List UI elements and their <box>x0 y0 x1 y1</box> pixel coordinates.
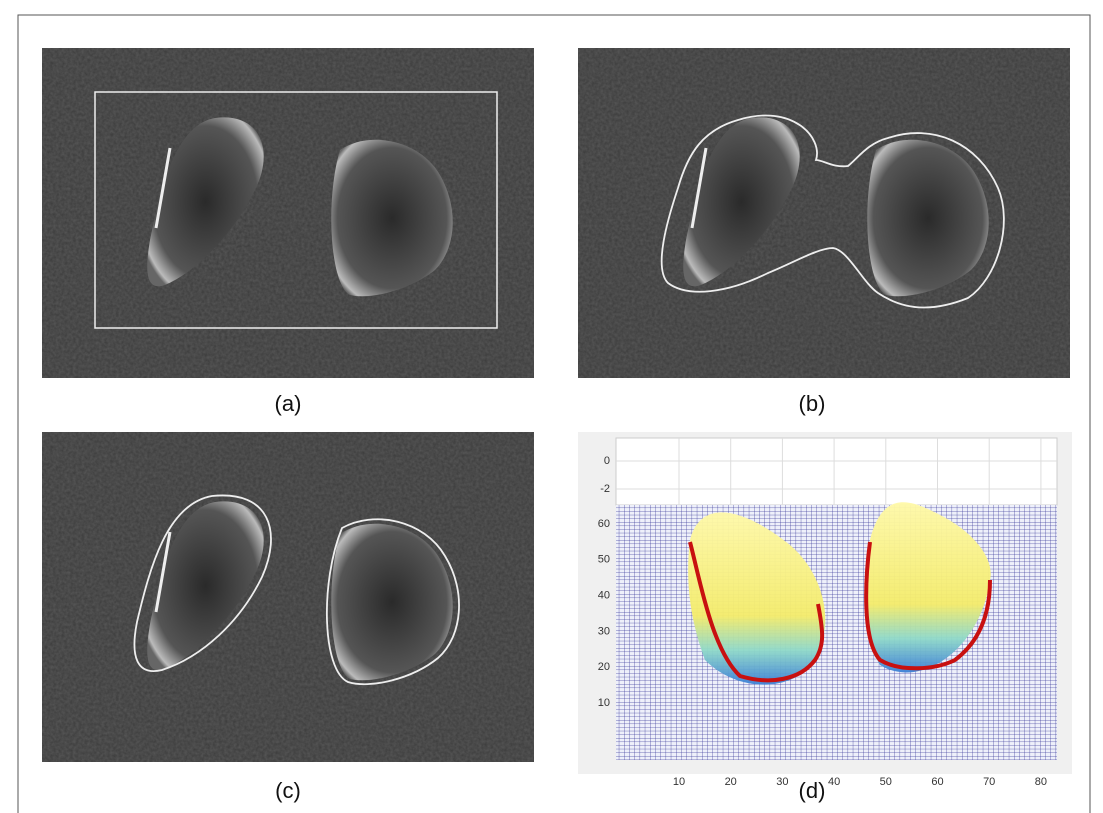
x-tick-label: 30 <box>776 776 788 788</box>
x-tick-label: 20 <box>725 776 737 788</box>
y-tick-label: 10 <box>598 697 610 709</box>
x-tick-label: 50 <box>880 776 892 788</box>
y-tick-label: 40 <box>598 590 610 602</box>
panel-b-image <box>578 48 1070 378</box>
panel-d-plot: 10 20 30 40 50 60 70 80 10 20 30 40 50 60 0 -2 <box>578 432 1072 788</box>
y-tick-label: 30 <box>598 625 610 637</box>
y-tick-label: 50 <box>598 554 610 566</box>
x-tick-label: 60 <box>931 776 943 788</box>
panel-c-image <box>42 432 534 762</box>
x-tick-label: 70 <box>983 776 995 788</box>
y-tick-label: 60 <box>598 518 610 530</box>
z-tick-label: 0 <box>604 455 610 467</box>
x-tick-label: 10 <box>673 776 685 788</box>
x-tick-label: 80 <box>1035 776 1047 788</box>
caption: (a) <box>275 391 302 416</box>
z-tick-label: -2 <box>600 483 610 495</box>
panel-a-image <box>42 48 534 378</box>
y-tick-label: 20 <box>598 661 610 673</box>
frame <box>17 14 1091 813</box>
caption: (c) <box>275 778 301 803</box>
x-tick-label: 40 <box>828 776 840 788</box>
caption: (b) <box>799 391 826 416</box>
caption: (d) <box>799 778 826 803</box>
